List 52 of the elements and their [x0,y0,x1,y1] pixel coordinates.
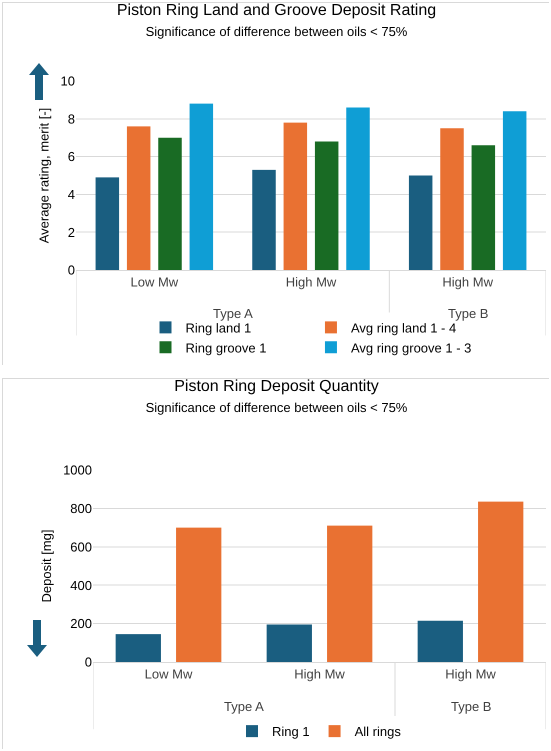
bar [478,502,524,662]
bar [472,145,496,270]
x-tick-label: High Mw [445,666,496,682]
bar [176,528,222,662]
legend-label: Ring groove 1 [186,340,266,356]
legend-label: Avg ring groove 1 - 3 [350,340,472,356]
y-tick-label: 4 [68,186,75,202]
bar [408,176,432,270]
y-tick-label: 0 [68,262,75,278]
bar [266,624,312,662]
y-tick-label: 600 [70,539,92,554]
bar [418,620,463,662]
legend-label: Ring 1 [272,724,310,740]
text: Type B [448,306,488,321]
bar [96,177,120,270]
y-tick-label: 6 [68,149,75,164]
bar [502,111,526,270]
x-tick-label: Low Mw [130,274,179,290]
x-tick-label: High Mw [294,666,346,682]
text: Type A [224,699,264,714]
legend-label: Ring land 1 [186,320,252,336]
bar [252,170,276,270]
chart-title: Piston Ring Land and Groove Deposit Rating [116,2,436,19]
bar [314,141,338,270]
y-tick-label: 8 [68,111,75,126]
bar [346,107,370,270]
y-axis-title: Deposit [mg] [39,530,54,602]
bar [126,126,150,270]
y-tick-label: 800 [70,500,92,516]
chart-subtitle: Significance of difference between oils < 75% [146,400,408,415]
x-tick-label: High Mw [442,274,494,290]
text: Type A [213,306,254,321]
legend-label: Avg ring land 1 - 4 [350,320,456,336]
y-axis-title: Average rating, merit [-] [36,108,52,244]
y-tick-label: 0 [84,654,92,670]
legend-label: All rings [354,724,402,740]
bar [440,128,464,270]
y-tick-label: 400 [70,578,92,593]
chart-subtitle: Significance of difference between oils < 75% [146,24,408,39]
chart-title: Piston Ring Deposit Quantity [174,378,379,395]
x-tick-label: High Mw [286,274,337,290]
bar [116,634,161,662]
y-tick-label: 2 [68,224,75,240]
y-tick-label: 200 [70,616,92,632]
x-tick-label: Low Mw [144,666,193,682]
bar [190,104,214,270]
y-tick-label: 10 [60,74,75,89]
bar [158,138,182,270]
bar [284,122,308,270]
bar [327,526,372,662]
text: Type B [451,699,492,714]
y-tick-label: 1000 [63,462,92,478]
